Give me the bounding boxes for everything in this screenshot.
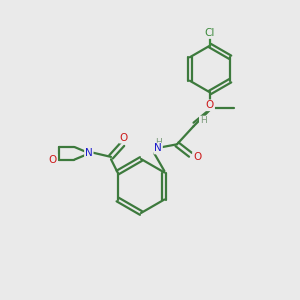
Text: O: O xyxy=(49,154,57,165)
Text: H: H xyxy=(200,116,206,125)
Text: O: O xyxy=(206,100,214,110)
Text: H: H xyxy=(155,138,161,147)
Text: Cl: Cl xyxy=(205,28,215,38)
Text: O: O xyxy=(120,133,128,143)
Text: N: N xyxy=(85,148,93,158)
Text: N: N xyxy=(154,143,162,154)
Text: O: O xyxy=(193,152,201,162)
